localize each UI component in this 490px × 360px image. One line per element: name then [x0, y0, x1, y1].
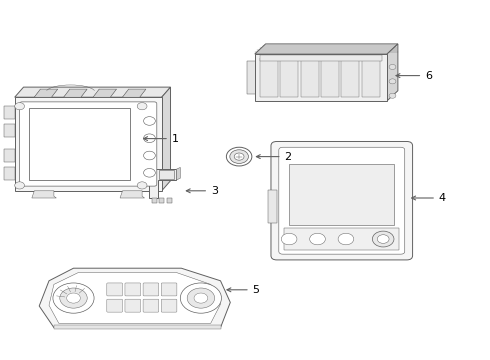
FancyBboxPatch shape — [125, 283, 141, 296]
Circle shape — [389, 64, 396, 69]
Bar — [260, 58, 278, 97]
Bar — [54, 325, 221, 329]
Circle shape — [180, 283, 221, 313]
Circle shape — [389, 79, 396, 84]
Circle shape — [144, 117, 155, 125]
Text: 1: 1 — [172, 134, 178, 144]
Bar — [284, 228, 399, 250]
Circle shape — [60, 288, 87, 308]
Bar — [255, 54, 387, 101]
FancyBboxPatch shape — [161, 283, 177, 296]
Polygon shape — [162, 87, 171, 191]
Circle shape — [281, 233, 297, 245]
Circle shape — [137, 103, 147, 110]
Bar — [4, 124, 15, 137]
Bar — [4, 167, 15, 180]
FancyBboxPatch shape — [143, 283, 159, 296]
Circle shape — [194, 293, 208, 303]
Circle shape — [144, 134, 155, 143]
Bar — [247, 61, 256, 94]
Circle shape — [389, 93, 396, 98]
Bar — [4, 106, 15, 119]
FancyBboxPatch shape — [125, 299, 141, 312]
Polygon shape — [176, 167, 180, 180]
Circle shape — [53, 283, 94, 313]
Polygon shape — [120, 191, 145, 198]
Text: 5: 5 — [252, 285, 259, 295]
Polygon shape — [93, 89, 117, 97]
Text: 4: 4 — [439, 193, 446, 203]
Circle shape — [187, 288, 215, 308]
FancyBboxPatch shape — [107, 283, 122, 296]
Polygon shape — [15, 87, 171, 97]
Polygon shape — [64, 89, 87, 97]
Bar — [321, 58, 339, 97]
Polygon shape — [39, 268, 230, 328]
Circle shape — [310, 233, 325, 245]
Bar — [159, 198, 164, 203]
Text: 2: 2 — [284, 152, 292, 162]
Circle shape — [137, 182, 147, 189]
Text: 3: 3 — [211, 186, 218, 196]
Circle shape — [338, 233, 354, 245]
Circle shape — [15, 103, 24, 110]
FancyBboxPatch shape — [20, 102, 157, 186]
Circle shape — [15, 182, 24, 189]
Circle shape — [230, 150, 248, 163]
Bar — [29, 108, 130, 180]
Bar — [280, 58, 298, 97]
FancyBboxPatch shape — [143, 299, 159, 312]
Circle shape — [144, 168, 155, 177]
Circle shape — [377, 235, 389, 243]
Polygon shape — [122, 89, 146, 97]
Bar — [300, 58, 318, 97]
Circle shape — [67, 293, 80, 303]
Bar — [159, 170, 174, 179]
Bar — [342, 58, 359, 97]
Polygon shape — [387, 44, 398, 101]
Circle shape — [234, 153, 244, 160]
Bar — [289, 164, 394, 225]
FancyBboxPatch shape — [271, 141, 413, 260]
Bar — [260, 55, 382, 61]
Bar — [268, 190, 277, 223]
Text: 6: 6 — [425, 71, 432, 81]
Polygon shape — [149, 169, 176, 198]
Bar — [4, 149, 15, 162]
FancyBboxPatch shape — [161, 299, 177, 312]
Circle shape — [372, 231, 394, 247]
Circle shape — [144, 151, 155, 160]
Polygon shape — [255, 44, 398, 54]
Bar — [152, 198, 157, 203]
FancyBboxPatch shape — [107, 299, 122, 312]
Polygon shape — [32, 191, 56, 198]
Bar — [167, 198, 172, 203]
Polygon shape — [49, 273, 220, 323]
Circle shape — [226, 147, 252, 166]
Polygon shape — [34, 89, 58, 97]
Bar — [15, 97, 162, 191]
Bar — [362, 58, 380, 97]
FancyBboxPatch shape — [279, 147, 405, 254]
